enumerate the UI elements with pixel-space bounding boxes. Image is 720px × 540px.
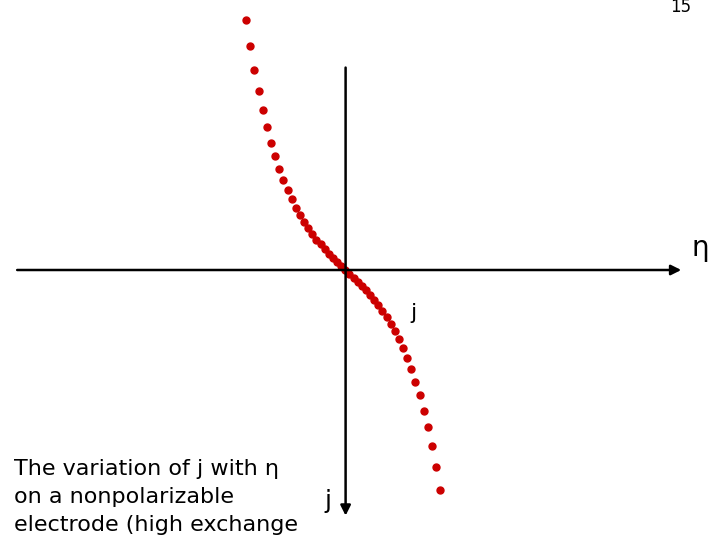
Text: j: j (324, 489, 331, 513)
Text: η: η (691, 234, 708, 262)
Text: 15: 15 (670, 0, 691, 16)
Text: The variation of j with η
on a nonpolarizable
electrode (high exchange
current d: The variation of j with η on a nonpolari… (14, 459, 298, 540)
Text: j: j (410, 303, 417, 323)
